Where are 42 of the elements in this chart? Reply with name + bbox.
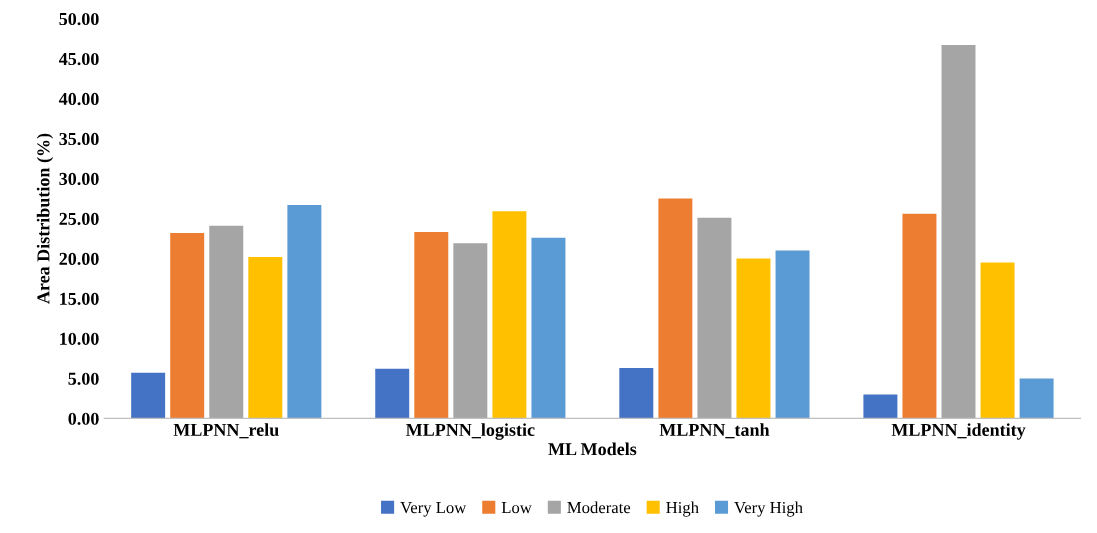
bar bbox=[375, 368, 410, 419]
y-axis-title: Area Distribution (%) bbox=[36, 133, 54, 304]
bar bbox=[736, 258, 771, 419]
bar bbox=[209, 225, 244, 419]
bar bbox=[131, 372, 166, 419]
x-tick-label: MLPNN_relu bbox=[173, 423, 279, 439]
legend-label: Low bbox=[501, 502, 532, 514]
bar bbox=[248, 256, 283, 419]
bar bbox=[170, 232, 205, 419]
y-tick-label: 35.00 bbox=[59, 132, 99, 146]
x-axis-title: ML Models bbox=[548, 442, 637, 456]
legend-label: Very Low bbox=[400, 502, 467, 517]
bar bbox=[697, 217, 732, 419]
legend-label: Moderate bbox=[567, 501, 631, 514]
x-tick-label: MLPNN_tanh bbox=[659, 423, 770, 439]
y-tick-label: 10.00 bbox=[60, 332, 99, 345]
legend-label: High bbox=[666, 501, 699, 517]
y-tick-label: 45.00 bbox=[58, 52, 99, 66]
legend-label: Very High bbox=[734, 501, 803, 517]
bar bbox=[1019, 378, 1054, 419]
bar bbox=[902, 213, 937, 419]
bar bbox=[287, 204, 322, 419]
x-tick-label: MLPNN_logistic bbox=[405, 423, 535, 440]
bar bbox=[980, 262, 1015, 419]
y-tick-label: 25.00 bbox=[59, 212, 99, 226]
y-tick-label: 40.00 bbox=[58, 92, 99, 106]
bar bbox=[453, 243, 488, 419]
y-tick-label: 15.00 bbox=[60, 292, 99, 305]
y-tick-label: 20.00 bbox=[59, 252, 99, 266]
bar bbox=[863, 394, 898, 419]
bar bbox=[414, 232, 449, 419]
x-tick-label: MLPNN_identity bbox=[891, 423, 1026, 440]
y-tick-label: 30.00 bbox=[59, 172, 99, 186]
y-tick-label: 50.00 bbox=[59, 12, 99, 26]
bar bbox=[941, 45, 976, 419]
bar bbox=[775, 250, 810, 419]
y-tick-label: 0.00 bbox=[68, 412, 99, 425]
bar bbox=[658, 198, 693, 419]
bar bbox=[531, 237, 566, 419]
bar bbox=[619, 368, 654, 419]
bar bbox=[492, 211, 527, 419]
y-tick-label: 5.00 bbox=[68, 372, 99, 385]
